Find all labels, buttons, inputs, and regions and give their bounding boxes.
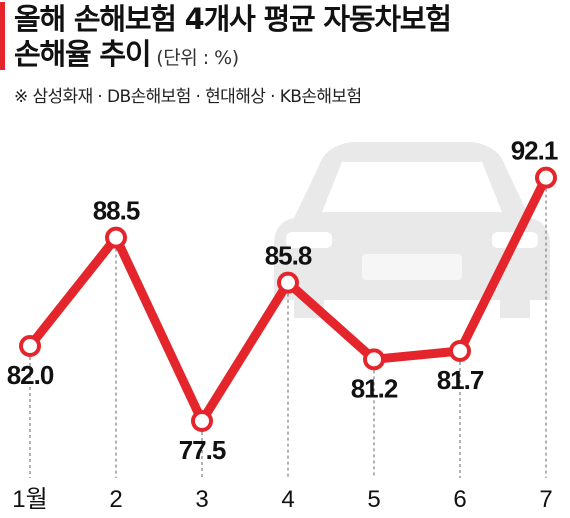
data-point — [105, 226, 127, 249]
drop-lines — [29, 188, 547, 478]
car-front-icon — [274, 142, 550, 318]
data-point — [191, 410, 213, 432]
x-tick-label: 5 — [367, 486, 380, 513]
data-label: 82.0 — [7, 360, 54, 390]
x-tick-label: 6 — [453, 486, 466, 513]
data-label: 88.5 — [93, 196, 140, 226]
data-point — [19, 335, 41, 357]
data-label: 81.7 — [437, 365, 484, 395]
chart-title-2: 손해율 추이 (단위 : %) — [14, 37, 239, 76]
unit-label: (단위 : %) — [156, 47, 239, 69]
data-labels: 82.0 88.5 77.5 85.8 81.2 81.7 92.1 — [7, 136, 559, 465]
data-point — [363, 348, 385, 371]
x-tick-label: 4 — [281, 486, 294, 513]
title-accent-bar — [0, 2, 5, 70]
data-label: 85.8 — [265, 241, 312, 271]
data-points — [19, 166, 557, 432]
x-tick-labels: 1월 2 3 4 5 6 7 — [12, 486, 552, 513]
x-tick-label: 2 — [109, 486, 122, 513]
x-tick-label: 7 — [539, 486, 552, 513]
x-tick-label: 1월 — [12, 486, 47, 513]
chart-title-line1: 올해 손해보험 4개사 평균 자동차보험 — [14, 2, 452, 36]
chart-title: 올해 손해보험 4개사 평균 자동차보험 — [14, 2, 452, 37]
data-label: 81.2 — [351, 373, 398, 403]
data-point — [449, 340, 471, 362]
source-note: ※ 삼성화재 · DB손해보험 · 현대해상 · KB손해보험 — [14, 87, 362, 107]
data-label: 92.1 — [511, 136, 558, 166]
data-point — [535, 166, 557, 189]
data-point — [277, 271, 299, 294]
x-tick-label: 3 — [195, 486, 208, 513]
chart-title-line2: 손해율 추이 — [14, 37, 151, 71]
data-label: 77.5 — [179, 435, 226, 465]
